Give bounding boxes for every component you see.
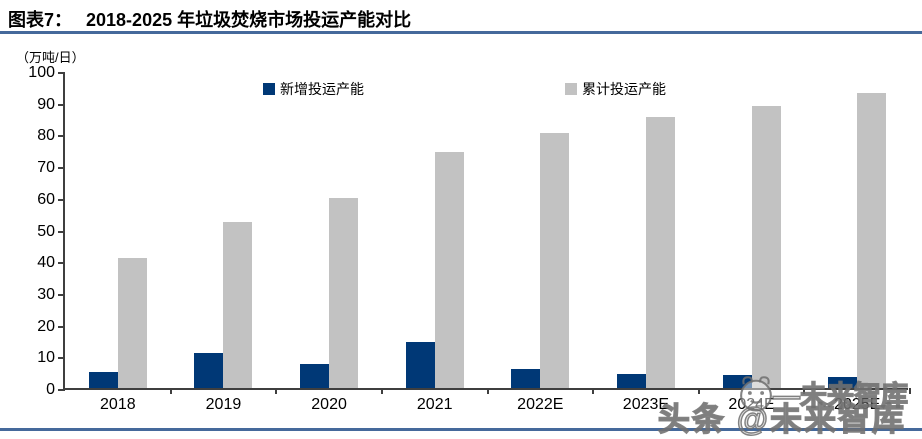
bar-new-capacity-2025E [828,376,858,388]
figure-number: 图表7： [8,10,73,30]
figure-title: 2018-2025 年垃圾焚烧市场投运产能对比 [86,10,412,30]
y-axis-tick-label: 40 [37,254,55,272]
bar-cumulative-capacity-2025E [857,93,887,388]
legend-swatch-cumulative-capacity [565,83,577,95]
legend-swatch-new-capacity [263,83,275,95]
watermark-large: 头条 @未来智库 [657,400,906,437]
bar-group-2024E [699,73,805,388]
watermark-small-text: —未来智库 [772,380,908,411]
legend-label-cumulative-capacity: 累计投运产能 [582,81,666,97]
bar-new-capacity-2022E [511,369,541,388]
x-axis-label-2020: 2020 [311,396,347,413]
bar-new-capacity-2019 [194,353,224,388]
y-axis-tick [58,198,65,201]
x-axis-label-2022E: 2022E [517,396,564,413]
x-axis-tick [697,388,700,394]
y-axis-tick-label: 70 [37,159,55,177]
x-axis-tick [592,388,595,394]
y-axis-tick [58,262,65,265]
zhiku-face-icon [740,376,772,412]
y-axis-unit-label: （万吨/日） [16,50,85,65]
y-axis-tick [58,325,65,328]
x-axis-label-2021: 2021 [416,396,453,413]
bar-group-2022E [488,73,594,388]
bar-cumulative-capacity-2021 [434,151,464,388]
bar-group-2019 [171,73,277,388]
legend-label-new-capacity: 新增投运产能 [280,81,364,97]
y-axis-tick-label: 10 [37,349,55,367]
x-axis-label-2019: 2019 [205,396,242,413]
bar-new-capacity-2018 [88,372,118,388]
y-axis-tick [58,135,65,138]
x-axis-tick [803,388,806,394]
x-axis-tick [275,388,278,394]
y-axis-tick-label: 80 [37,127,55,145]
x-axis-tick [169,388,172,394]
header-divider [0,31,922,34]
x-axis-label-2025E: 2025E [834,396,881,413]
bar-group-2021 [382,73,488,388]
bar-cumulative-capacity-2020 [329,197,359,388]
y-axis-tick-label: 30 [37,285,55,303]
y-axis-tick [58,293,65,296]
y-axis-tick-label: 100 [28,64,55,81]
legend-item-new-capacity: 新增投运产能 [263,79,364,99]
bar-cumulative-capacity-2018 [117,258,147,388]
x-axis-tick [486,388,489,394]
legend-item-cumulative-capacity: 累计投运产能 [565,79,666,99]
bar-group-2023E [593,73,699,388]
bar-new-capacity-2021 [405,342,435,388]
bar-cumulative-capacity-2019 [223,221,253,388]
bar-group-2020 [276,73,382,388]
watermark-small: —未来智库 [735,372,909,414]
bar-cumulative-capacity-2022E [540,132,570,388]
x-axis-label-2018: 2018 [100,396,136,413]
y-axis-tick [58,357,65,360]
x-axis-label-2023E: 2023E [622,396,670,413]
y-axis-tick [58,230,65,233]
x-axis-tick [380,388,383,394]
bottom-divider [0,428,922,431]
y-axis-tick-label: 60 [37,190,55,208]
bar-group-2018 [65,73,171,388]
x-axis-tick [909,388,911,394]
y-axis-tick-label: 20 [37,317,55,335]
bar-new-capacity-2020 [300,364,330,388]
bar-cumulative-capacity-2024E [751,105,781,388]
y-axis-tick [58,72,65,74]
y-axis-tick [58,167,65,170]
y-axis-tick-label: 50 [37,222,55,240]
y-axis-tick-label: 90 [37,95,55,113]
plot-area: 0 10 20 30 40 50 60 70 80 90 100 2018 2019 2020 2021 20… [28,64,911,413]
bar-group-2025E [804,73,910,388]
figure-header: 图表7： 2018-2025 年垃圾焚烧市场投运产能对比 [8,6,922,32]
y-axis-tick [58,103,65,106]
bar-cumulative-capacity-2023E [645,117,675,388]
y-axis-tick-label: 0 [46,381,55,398]
bar-new-capacity-2023E [616,373,646,388]
y-axis-tick [58,389,65,391]
